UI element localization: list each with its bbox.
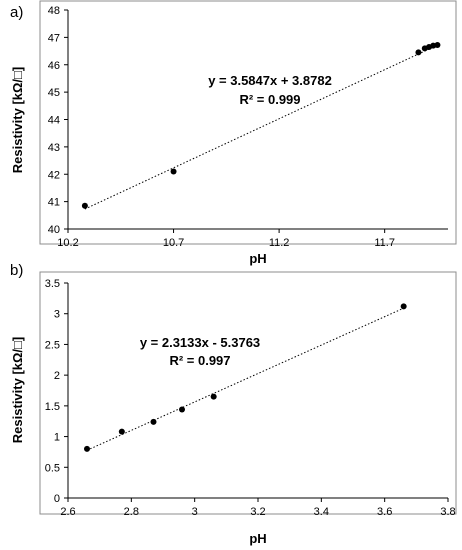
y-tick-label: 2 <box>54 370 60 382</box>
data-point <box>434 42 441 49</box>
x-tick-label: 3.8 <box>440 506 455 518</box>
y-axis-title: Resistivity [kΩ/□] <box>10 337 25 443</box>
y-tick-label: 44 <box>48 115 60 127</box>
y-tick-label: 2.5 <box>45 339 60 351</box>
chart-b: 0 0.5 1 1.5 2 2.5 3 3.5 2.6 2.8 3 3.2 3.4 3.6 3.8 y = 2… <box>10 271 457 546</box>
data-point <box>179 406 185 413</box>
y-tick-label: 3 <box>54 309 60 321</box>
x-axis-title: pH <box>249 531 266 546</box>
data-point <box>150 418 157 425</box>
trendline <box>86 307 404 451</box>
data-point <box>84 445 90 452</box>
r-squared-label: R² = 0.997 <box>169 353 230 368</box>
data-point <box>415 49 422 56</box>
y-tick-label: 42 <box>48 169 60 181</box>
x-tick-label: 2.8 <box>124 506 139 518</box>
x-tick-label: 3.2 <box>250 506 265 518</box>
y-tick-label: 48 <box>48 5 60 17</box>
panel-a-label: a) <box>10 4 24 21</box>
data-point <box>210 393 217 400</box>
x-tick-label: 10.7 <box>163 237 184 249</box>
r-squared-label: R² = 0.999 <box>239 92 300 107</box>
trendline-equation: y = 2.3133x - 5.3763 <box>140 335 260 350</box>
panel-b-label: b) <box>10 262 24 279</box>
y-tick-label: 43 <box>48 142 60 154</box>
y-tick-label: 47 <box>48 32 60 44</box>
y-tick-label: 40 <box>48 224 60 236</box>
x-tick-label: 3.6 <box>377 506 392 518</box>
x-axis-title: pH <box>249 251 266 266</box>
x-tick-label: 3 <box>192 506 198 518</box>
y-tick-label: 46 <box>48 60 60 72</box>
data-point <box>118 428 125 435</box>
y-tick-label: 0.5 <box>45 462 60 474</box>
chart-a: 40 41 42 43 44 45 46 47 48 10.2 10.7 11.2 11.7 y = 3.… <box>10 0 457 266</box>
x-tick-label: 11.2 <box>269 237 290 249</box>
data-point <box>170 168 177 175</box>
y-tick-label: 1 <box>54 432 60 444</box>
trendline-equation: y = 3.5847x + 3.8782 <box>208 73 332 88</box>
y-axis-title: Resistivity [kΩ/□] <box>10 67 25 173</box>
y-tick-label: 41 <box>48 197 60 209</box>
chart-b-border <box>39 271 457 515</box>
data-point <box>400 303 407 310</box>
y-tick-label: 0 <box>54 493 60 505</box>
y-tick-label: 3.5 <box>45 278 60 290</box>
y-tick-label: 1.5 <box>45 401 60 413</box>
trendline <box>84 44 438 210</box>
chart-a-border <box>39 0 457 245</box>
data-point <box>81 202 88 209</box>
x-tick-label: 11.7 <box>374 237 395 249</box>
x-tick-label: 2.6 <box>60 506 75 518</box>
x-tick-label: 3.4 <box>314 506 329 518</box>
y-tick-label: 45 <box>48 87 60 99</box>
x-tick-label: 10.2 <box>57 237 78 249</box>
